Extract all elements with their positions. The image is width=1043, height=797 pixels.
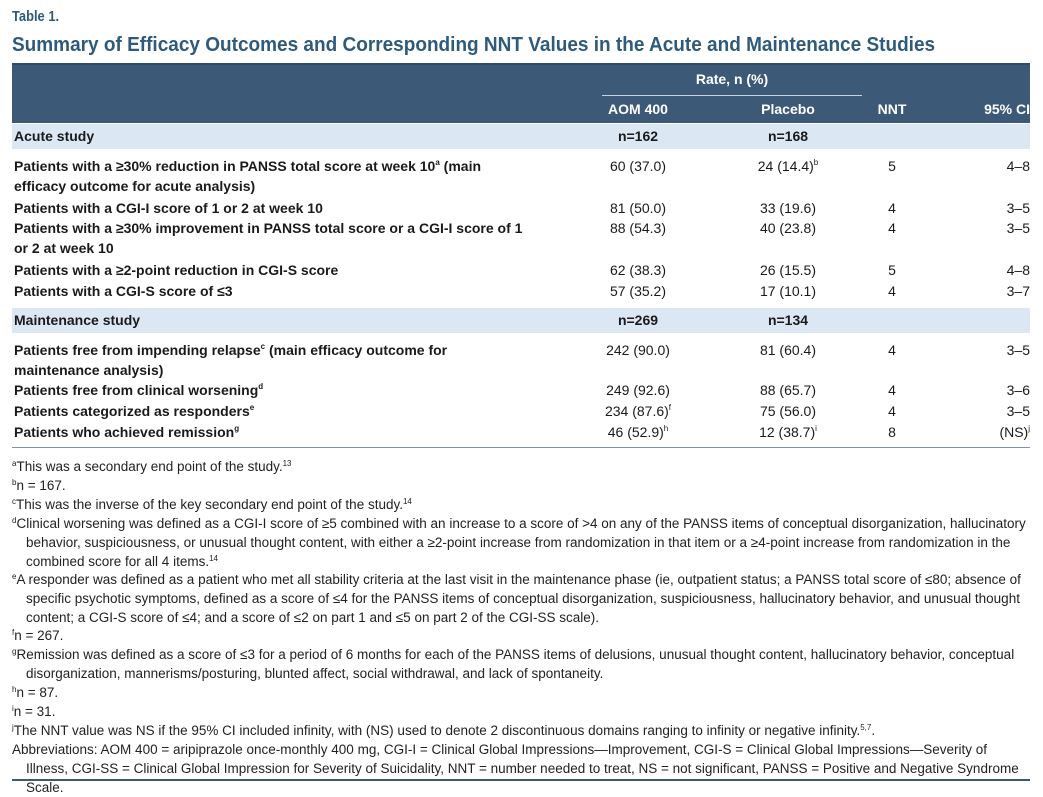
footnote-e: eA responder was defined as a patient wh… xyxy=(12,572,1021,625)
footnote-h: hn = 87. xyxy=(12,685,59,700)
nnt-value: 5 xyxy=(888,262,896,278)
ci-header: 95% CI xyxy=(984,101,1030,117)
nnt-value: 4 xyxy=(888,382,896,398)
table-bottom-rule xyxy=(12,447,1030,448)
row-label: Patients with a CGI-S score of ≤3 xyxy=(14,283,233,299)
nnt-value: 4 xyxy=(888,200,896,216)
rate-header: Rate, n (%) xyxy=(695,71,769,87)
aom-value: 234 (87.6)f xyxy=(604,403,672,419)
placebo-value: 26 (15.5) xyxy=(759,262,817,278)
row-label: Patients with a CGI-I score of 1 or 2 at… xyxy=(14,200,323,216)
abbreviations: Abbreviations: AOM 400 = aripiprazole on… xyxy=(12,742,1019,795)
maintenance-n-placebo: n=134 xyxy=(767,312,809,328)
table-label: Table 1. xyxy=(12,8,60,25)
footnote-j: jThe NNT value was NS if the 95% CI incl… xyxy=(12,723,876,738)
placebo-value: 88 (65.7) xyxy=(759,382,817,398)
placebo-value: 24 (14.4)b xyxy=(757,158,819,174)
placebo-value: 40 (23.8) xyxy=(759,220,817,236)
maintenance-n-aom: n=269 xyxy=(617,312,659,328)
acute-study-section: Acute study n=162 n=168 xyxy=(12,124,1030,149)
ci-value: 3–6 xyxy=(1006,382,1030,398)
ci-value: (NS)j xyxy=(999,424,1030,440)
footnote-c: cThis was the inverse of the key seconda… xyxy=(12,497,412,512)
rate-header-rule xyxy=(602,95,862,96)
aom-value: 249 (92.6) xyxy=(606,382,670,398)
row-label: Patients who achieved remissiong xyxy=(14,424,240,440)
placebo-value: 33 (19.6) xyxy=(759,200,817,216)
footnote-d: dClinical worsening was defined as a CGI… xyxy=(12,516,1026,569)
aom-value: 60 (37.0) xyxy=(609,158,667,174)
row-label: Patients free from clinical worseningd xyxy=(14,382,264,398)
footnote-f: fn = 267. xyxy=(12,628,64,643)
aom-value: 81 (50.0) xyxy=(609,200,667,216)
aom-value: 57 (35.2) xyxy=(609,283,667,299)
footnote-a: aThis was a secondary end point of the s… xyxy=(12,459,292,474)
ci-value: 3–7 xyxy=(1006,283,1030,299)
nnt-value: 8 xyxy=(888,424,896,440)
ci-value: 3–5 xyxy=(1006,220,1030,236)
nnt-header: NNT xyxy=(877,101,907,117)
placebo-value: 12 (38.7)i xyxy=(759,424,817,440)
section-title: Maintenance study xyxy=(14,312,141,328)
ci-value: 4–8 xyxy=(1006,158,1030,174)
maintenance-study-section: Maintenance study n=269 n=134 xyxy=(12,308,1030,333)
placebo-value: 75 (56.0) xyxy=(759,403,817,419)
nnt-value: 5 xyxy=(888,158,896,174)
placebo-header: Placebo xyxy=(761,101,815,117)
row-label: Patients free from impending relapsec (m… xyxy=(14,342,448,378)
aom-value: 46 (52.9)h xyxy=(607,424,669,440)
nnt-value: 4 xyxy=(888,220,896,236)
table-end-rule xyxy=(12,779,1030,781)
row-label: Patients categorized as responderse xyxy=(14,403,255,419)
aom-value: 242 (90.0) xyxy=(606,342,670,358)
nnt-value: 4 xyxy=(888,283,896,299)
aom-value: 88 (54.3) xyxy=(609,220,667,236)
row-label: Patients with a ≥30% improvement in PANS… xyxy=(14,220,523,256)
footnote-g: gRemission was defined as a score of ≤3 … xyxy=(12,647,1015,681)
row-label: Patients with a ≥2-point reduction in CG… xyxy=(14,262,339,278)
placebo-value: 81 (60.4) xyxy=(759,342,817,358)
ci-value: 3–5 xyxy=(1006,200,1030,216)
aom-400-header: AOM 400 xyxy=(608,101,668,117)
acute-n-placebo: n=168 xyxy=(767,128,809,144)
section-title: Acute study xyxy=(14,128,95,144)
row-label: Patients with a ≥30% reduction in PANSS … xyxy=(14,158,482,194)
nnt-value: 4 xyxy=(888,342,896,358)
nnt-value: 4 xyxy=(888,403,896,419)
acute-n-aom: n=162 xyxy=(617,128,659,144)
aom-value: 62 (38.3) xyxy=(609,262,667,278)
ci-value: 4–8 xyxy=(1006,262,1030,278)
table-title: Summary of Efficacy Outcomes and Corresp… xyxy=(12,34,936,56)
ci-value: 3–5 xyxy=(1006,342,1030,358)
placebo-value: 17 (10.1) xyxy=(759,283,817,299)
ci-value: 3–5 xyxy=(1006,403,1030,419)
footnote-b: bn = 167. xyxy=(12,478,66,493)
table-header: Rate, n (%) AOM 400 Placebo NNT 95% CI xyxy=(12,63,1030,123)
footnote-i: in = 31. xyxy=(12,704,56,719)
